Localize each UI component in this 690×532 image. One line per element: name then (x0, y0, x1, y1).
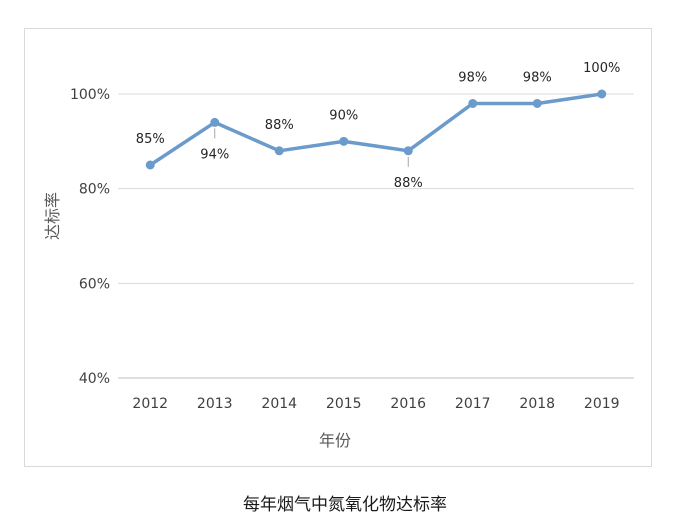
y-tick-label: 40% (79, 371, 110, 387)
y-tick-label: 80% (79, 182, 110, 198)
data-labels: 85% 94% 88% 90% 88% 98% 98% 100% (136, 61, 621, 191)
data-label: 98% (523, 70, 552, 85)
x-tick-label: 2019 (584, 396, 620, 412)
data-point (274, 146, 284, 156)
data-label: 100% (583, 61, 620, 76)
series-polyline (149, 92, 603, 167)
x-axis-title: 年份 (319, 431, 351, 450)
grid-lines (118, 93, 634, 379)
x-tick-label: 2017 (455, 396, 491, 412)
y-tick-label: 100% (70, 87, 110, 103)
data-label: 90% (329, 108, 358, 123)
x-tick-label: 2014 (261, 396, 297, 412)
series-line (149, 92, 603, 167)
x-tick-label: 2016 (390, 396, 426, 412)
x-tick-label: 2015 (326, 396, 362, 412)
data-label: 85% (136, 132, 165, 147)
data-label: 88% (265, 118, 294, 133)
data-points (145, 89, 607, 170)
data-label: 88% (394, 176, 423, 191)
x-tick-label: 2018 (519, 396, 555, 412)
data-label: 94% (200, 147, 229, 162)
data-point (210, 117, 220, 127)
data-point (145, 160, 155, 170)
x-tick-label: 2013 (197, 396, 233, 412)
y-tick-labels: 40% 60% 80% 100% (70, 87, 110, 387)
data-point (339, 136, 349, 146)
data-point (403, 146, 413, 156)
data-point (532, 98, 542, 108)
x-tick-label: 2012 (132, 396, 168, 412)
chart-caption: 每年烟气中氮氧化物达标率 (243, 495, 447, 515)
y-axis-title: 达标率 (43, 192, 62, 240)
data-point (597, 89, 607, 99)
data-label: 98% (458, 70, 487, 85)
data-point (468, 98, 478, 108)
y-tick-label: 60% (79, 276, 110, 292)
x-tick-labels: 2012 2013 2014 2015 2016 2017 2018 2019 (132, 396, 619, 412)
